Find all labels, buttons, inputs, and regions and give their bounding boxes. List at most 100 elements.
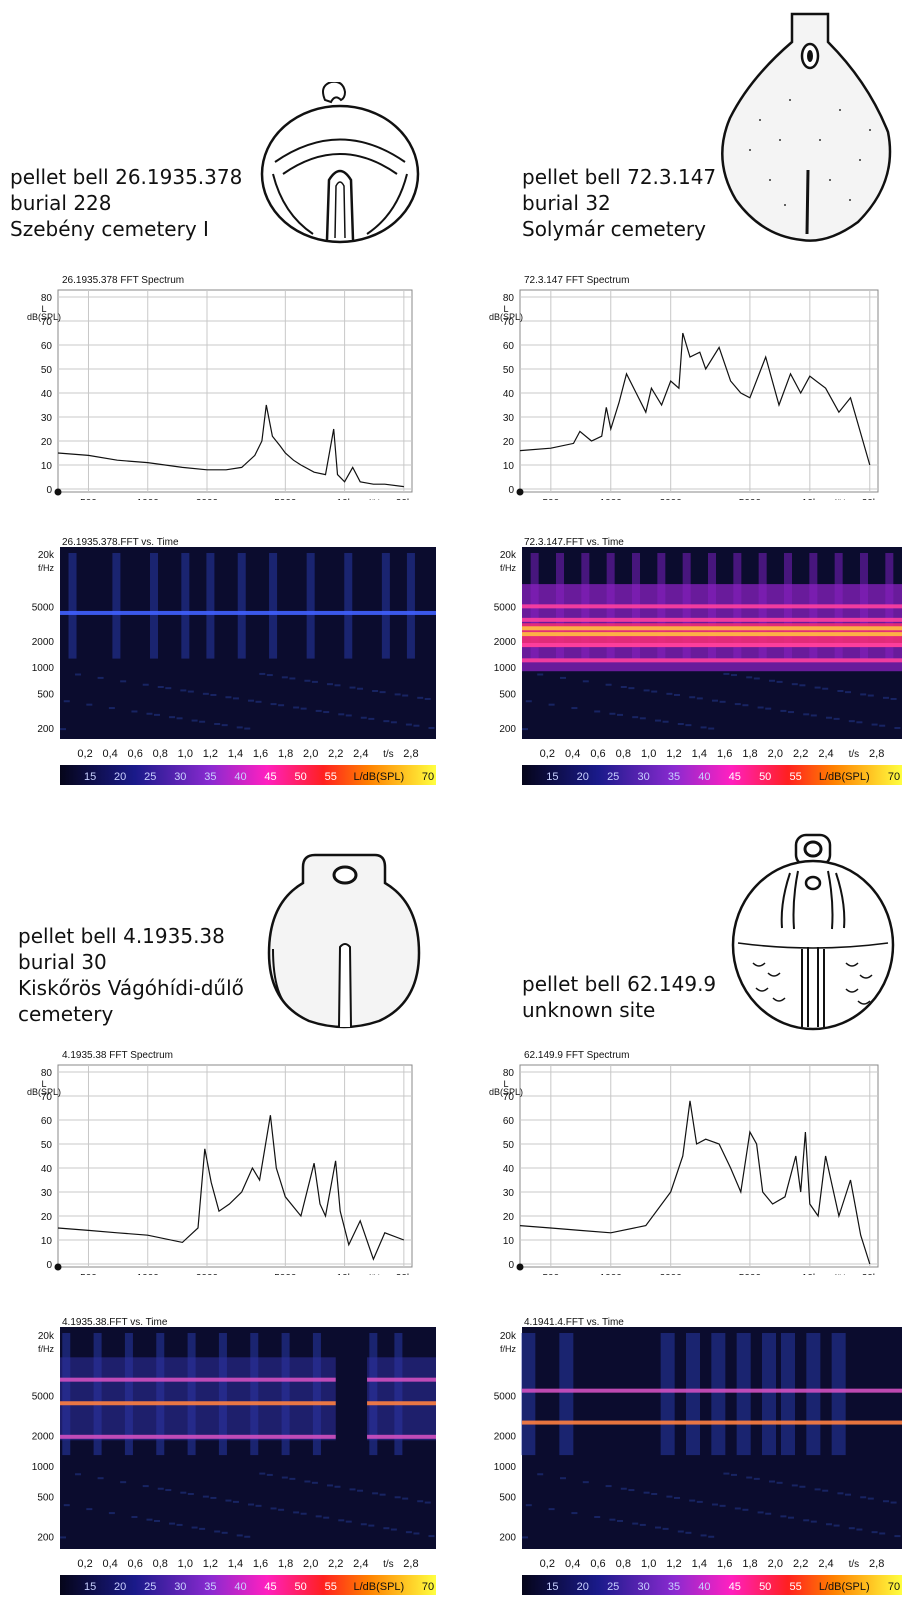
colorbar-label: 45 (264, 1581, 276, 1593)
y-tick-label: 40 (503, 1164, 515, 1175)
caption-line: cemetery (18, 1002, 114, 1026)
noise-speck (769, 679, 775, 682)
time-tick-label: 1,4 (228, 1558, 243, 1570)
freq-tick-label: 20k (38, 1331, 55, 1342)
freq-tick-label: 1000 (32, 1462, 55, 1473)
noise-speck (323, 711, 330, 714)
y-tick-label: 0 (46, 485, 52, 496)
freq-tick-label: 1000 (494, 1462, 517, 1473)
y-tick-label: 60 (41, 341, 53, 352)
time-event-streak (406, 553, 415, 659)
noise-speck (289, 677, 296, 680)
caption-line: pellet bell 26.1935.378 (10, 165, 243, 189)
y-tick-label: 10 (503, 1236, 515, 1247)
noise-speck (708, 1535, 715, 1538)
noise-speck (236, 726, 243, 729)
noise-speck (620, 686, 627, 689)
caption-line: Kiskőrös Vágóhídi-dűlő (18, 976, 244, 1000)
noise-speck (810, 1520, 817, 1523)
freq-tick-label: 5000 (494, 602, 517, 613)
noise-speck (75, 673, 82, 676)
colorbar-label: 45 (729, 771, 741, 783)
noise-speck (357, 1489, 364, 1492)
plot-frame (57, 289, 413, 493)
noise-speck (848, 720, 855, 723)
time-event-streak (781, 1333, 795, 1456)
colorbar-label: 30 (174, 1581, 186, 1593)
bell-drawing-3 (267, 853, 421, 1029)
x-tick-label: 500 (542, 1273, 559, 1275)
noise-speck (428, 726, 435, 729)
freq-tick-label: 5000 (32, 602, 55, 613)
frequency-band (367, 1434, 436, 1439)
time-tick-label: 0,8 (153, 748, 168, 760)
y-tick-label: 0 (46, 1260, 52, 1271)
caption-line: burial 32 (522, 191, 611, 215)
noise-speck (867, 694, 874, 697)
colorbar-label: 50 (295, 1581, 307, 1593)
freq-axis-unit: f/Hz (38, 1344, 55, 1354)
noise-speck (765, 1512, 772, 1515)
y-tick-label: 0 (508, 1260, 514, 1271)
y-tick-label: 30 (41, 1188, 53, 1199)
noise-speck (390, 721, 397, 724)
colorbar-unit: L/dB(SPL) (353, 771, 404, 783)
frequency-band (522, 642, 902, 647)
colorbar (522, 1575, 902, 1595)
noise-speck (894, 1535, 901, 1538)
noise-speck (402, 1497, 409, 1500)
caption-line: pellet bell 4.1935.38 (18, 924, 225, 948)
spectrum-title: 62.149.9 FFT Spectrum (524, 1050, 629, 1061)
x-tick-label: 1000 (137, 498, 160, 500)
noise-speck (860, 1496, 867, 1499)
noise-speck (525, 1504, 532, 1507)
noise-speck (632, 1522, 639, 1525)
origin-dot (516, 488, 524, 496)
colorbar-max: 70 (422, 1581, 434, 1593)
noise-speck (719, 700, 726, 703)
noise-speck (176, 717, 183, 720)
noise-speck (822, 1489, 829, 1492)
noise-speck (97, 676, 104, 679)
spectrum-line (57, 1115, 405, 1261)
chart-3-spectrogram: 4.1935.38.FFT vs. Time20k500020001000500… (32, 1317, 436, 1595)
caption-line: Szebény cemetery I (10, 217, 209, 241)
caption-line: pellet bell 62.149.9 (522, 972, 717, 996)
frequency-band (367, 1401, 436, 1406)
noise-speck (424, 1501, 431, 1504)
noise-speck (776, 1481, 783, 1484)
caption-3: pellet bell 4.1935.38 burial 30 Kiskőrös… (18, 923, 244, 1027)
time-tick-label: 1,6 (717, 748, 732, 760)
noise-speck (345, 1520, 352, 1523)
time-tick-label: 0,4 (565, 1558, 580, 1570)
time-tick-label: 1,0 (641, 748, 656, 760)
frequency-band (60, 1401, 336, 1406)
y-tick-label: 50 (41, 365, 53, 376)
noise-speck (383, 1527, 390, 1530)
noise-speck (582, 680, 589, 683)
noise-speck (142, 1485, 149, 1488)
spectrogram-title: 4.1935.38.FFT vs. Time (62, 1317, 168, 1328)
colorbar (60, 1575, 436, 1595)
colorbar-unit: L/dB(SPL) (819, 771, 870, 783)
colorbar-label: 15 (546, 771, 558, 783)
noise-speck (666, 692, 673, 695)
noise-speck (723, 1472, 730, 1475)
time-tick-label: 2,2 (793, 1558, 808, 1570)
noise-speck (405, 1531, 412, 1534)
noise-speck (822, 687, 829, 690)
noise-speck (883, 1500, 889, 1503)
noise-speck (154, 713, 160, 716)
bell-drawing-1 (260, 82, 420, 244)
colorbar-label: 55 (325, 771, 337, 783)
time-event-streak (831, 1333, 846, 1456)
plot-frame (57, 1064, 413, 1268)
freq-tick-label: 20k (500, 550, 517, 561)
noise-speck (594, 710, 601, 713)
caption-line: unknown site (522, 998, 656, 1022)
colorbar-label: 55 (789, 1581, 801, 1593)
colorbar-label: 25 (607, 1581, 619, 1593)
noise-speck (236, 1534, 243, 1537)
freq-tick-label: 2000 (494, 1432, 517, 1443)
noise-speck (655, 719, 661, 722)
